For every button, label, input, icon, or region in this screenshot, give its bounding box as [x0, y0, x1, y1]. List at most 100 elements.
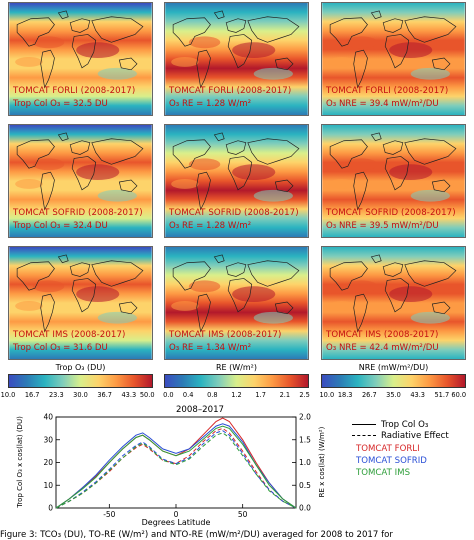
- map-image: [165, 247, 308, 359]
- coastline: [196, 171, 211, 211]
- map-panel: TOMCAT IMS (2008-2017) O₃ NRE = 42.4 mW/…: [321, 246, 466, 360]
- field-blotch: [171, 301, 199, 311]
- y-tick-label-right: 0.5: [299, 481, 311, 490]
- coastline: [247, 260, 300, 287]
- coastline: [227, 278, 253, 313]
- colorbar-label: NRE (mW/m²/DU): [358, 363, 429, 372]
- coastline: [247, 16, 300, 43]
- coastline: [353, 293, 368, 333]
- colorbar-tick: 10.0: [319, 391, 335, 399]
- coastline: [404, 260, 457, 287]
- panel-stat: O₃ RE = 1.28 W/m²: [169, 221, 252, 231]
- field-blotch: [188, 158, 221, 171]
- coastline: [16, 17, 55, 47]
- colorbar-strip: [321, 374, 466, 388]
- coastline: [382, 262, 404, 277]
- coastline: [91, 260, 144, 287]
- coastline: [172, 139, 211, 169]
- coastline: [404, 16, 457, 43]
- coastline: [431, 301, 451, 315]
- panel-stat: Trop Col O₃ = 32.5 DU: [13, 99, 108, 109]
- colorbar-label: RE (W/m²): [215, 363, 257, 372]
- coastline: [370, 254, 382, 264]
- colorbar-tick: 30.0: [73, 391, 88, 399]
- field-blotch: [97, 189, 137, 202]
- field-blotch: [15, 301, 43, 311]
- colorbar-strip: [164, 374, 309, 388]
- field-blotch: [253, 311, 293, 324]
- x-tick-label: 50: [238, 510, 248, 519]
- colorbar-tick: 43.3: [121, 391, 137, 399]
- dashed-line-swatch: [352, 435, 376, 436]
- coastline: [57, 132, 69, 142]
- series-line-tomcat-ims-solid: [55, 425, 297, 509]
- coastline: [16, 261, 55, 291]
- colorbar-tick: 18.3: [337, 391, 353, 399]
- field-blotch: [410, 67, 450, 80]
- panel-title: TOMCAT FORLI (2008-2017): [169, 86, 292, 96]
- legend-item: TOMCAT SOFRID: [356, 456, 427, 466]
- map-panel: TOMCAT SOFRID (2008-2017) O₃ RE = 1.28 W…: [164, 124, 309, 238]
- coastline: [370, 10, 382, 20]
- plot-frame: [55, 416, 297, 509]
- legend-label: Radiative Effect: [381, 431, 449, 441]
- colorbar-tick: 1.2: [231, 391, 242, 399]
- latitude-line-chart: 2008–2017 -50 0 50 0 10 20 30 40 0.0 0.5 1.0 1.5 2.0…: [16, 405, 326, 527]
- y-tick-label: 0: [48, 504, 53, 513]
- coastline: [329, 139, 368, 169]
- colorbar-tick: 2.5: [299, 391, 310, 399]
- field-blotch: [232, 286, 276, 303]
- field-blotch: [188, 280, 221, 293]
- colorbar-tick: 26.7: [361, 391, 377, 399]
- legend-item: TOMCAT IMS: [356, 468, 410, 478]
- colorbar-tick: 10.0: [0, 391, 16, 399]
- coastline: [431, 57, 451, 71]
- coastline: [57, 10, 69, 20]
- coastline: [172, 261, 211, 291]
- coastline: [370, 132, 382, 142]
- panel-title: TOMCAT IMS (2008-2017): [13, 330, 126, 340]
- coastline: [71, 278, 97, 313]
- map-panel: TOMCAT FORLI (2008-2017) O₃ NRE = 39.4 m…: [321, 2, 466, 116]
- panel-title: TOMCAT IMS (2008-2017): [169, 330, 282, 340]
- field-blotch: [171, 57, 199, 67]
- colorbar-tick: 1.7: [255, 391, 266, 399]
- coastline: [118, 301, 138, 315]
- coastline: [227, 156, 253, 191]
- panel-title: TOMCAT FORLI (2008-2017): [13, 86, 136, 96]
- colorbar-tick: 0.0: [163, 391, 174, 399]
- colorbar-tick: 0.4: [182, 391, 194, 399]
- y-tick-label: 20: [43, 458, 53, 467]
- panel-title: TOMCAT SOFRID (2008-2017): [169, 208, 299, 218]
- colorbar-tick: 23.3: [48, 391, 64, 399]
- field-blotch: [328, 57, 356, 67]
- field-blotch: [253, 67, 293, 80]
- coastline: [247, 138, 300, 165]
- field-blotch: [76, 286, 120, 303]
- series-line-tomcat-sofrid-solid: [55, 423, 297, 509]
- colorbar-tick: 51.7: [434, 391, 450, 399]
- field-blotch: [15, 179, 43, 189]
- colorbar-tick: 35.0: [386, 391, 401, 399]
- coastline: [382, 140, 404, 155]
- series-line-tomcat-ims-dashed: [55, 432, 297, 509]
- y-tick-label: 40: [43, 413, 53, 422]
- field-blotch: [76, 164, 120, 181]
- panel-title: TOMCAT SOFRID (2008-2017): [13, 208, 143, 218]
- coastline: [196, 293, 211, 333]
- y-tick-label-right: 1.5: [299, 435, 311, 444]
- colorbar-tick: 60.0: [451, 391, 467, 399]
- coastline: [118, 179, 138, 193]
- legend-label: Trop Col O₃: [381, 420, 429, 430]
- y-tick-label: 10: [43, 481, 53, 490]
- coastline: [274, 301, 294, 315]
- coastline: [213, 132, 225, 142]
- colorbar-strip: [8, 374, 153, 388]
- y-axis-label: Trop Col O₃ x cos(lat) (DU): [16, 416, 24, 509]
- coastline: [225, 140, 247, 155]
- coastline: [69, 262, 91, 277]
- colorbar-tick: 36.7: [97, 391, 112, 399]
- coastline: [329, 17, 368, 47]
- coastline: [353, 171, 368, 211]
- coastline: [329, 261, 368, 291]
